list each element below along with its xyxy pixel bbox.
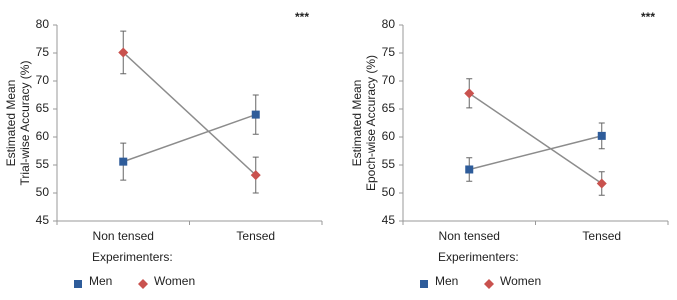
annotation: *** <box>295 10 309 24</box>
y-tick-label: 70 <box>382 73 396 87</box>
series-line <box>122 113 257 163</box>
marker <box>597 131 606 140</box>
series-line <box>468 92 603 185</box>
y-tick-label: 70 <box>36 73 50 87</box>
legend-marker <box>74 280 82 288</box>
legend-label: Women <box>154 274 195 288</box>
legend-title: Experimenters: <box>92 250 173 264</box>
y-tick-label: 45 <box>36 213 50 227</box>
x-tick-label: Tensed <box>582 229 621 243</box>
y-tick-label: 55 <box>382 157 396 171</box>
y-tick-label: 45 <box>382 213 396 227</box>
y-tick-label: 80 <box>36 17 50 31</box>
legend-marker <box>138 279 148 289</box>
y-tick-label: 65 <box>36 101 50 115</box>
marker <box>250 170 261 181</box>
series-line <box>469 135 602 171</box>
marker <box>118 47 129 58</box>
marker <box>596 178 607 189</box>
legend-label: Men <box>89 274 112 288</box>
y-axis-label: Estimated Mean <box>350 80 364 167</box>
y-axis-label: Estimated Mean <box>4 80 18 167</box>
y-tick-label: 75 <box>36 45 50 59</box>
marker <box>119 157 128 166</box>
y-tick-label: 65 <box>382 101 396 115</box>
y-tick-label: 50 <box>382 185 396 199</box>
x-tick-label: Tensed <box>236 229 275 243</box>
legend-title: Experimenters: <box>438 250 519 264</box>
y-tick-label: 80 <box>382 17 396 31</box>
y-tick-label: 55 <box>36 157 50 171</box>
x-tick-label: Non tensed <box>93 229 154 243</box>
y-tick-label: 75 <box>382 45 396 59</box>
y-tick-label: 60 <box>36 129 50 143</box>
legend-marker <box>484 279 494 289</box>
x-tick-label: Non tensed <box>439 229 500 243</box>
marker <box>465 165 474 174</box>
legend-marker <box>420 280 428 288</box>
y-axis-label: Trial-wise Accuracy (%) <box>18 61 32 186</box>
marker <box>464 88 475 99</box>
series-line <box>122 51 257 176</box>
legend-label: Women <box>500 274 541 288</box>
y-axis-label: Epoch-wise Accuracy (%) <box>364 55 378 191</box>
y-tick-label: 50 <box>36 185 50 199</box>
annotation: *** <box>641 10 655 24</box>
legend-label: Men <box>435 274 458 288</box>
y-tick-label: 60 <box>382 129 396 143</box>
marker <box>251 110 260 119</box>
